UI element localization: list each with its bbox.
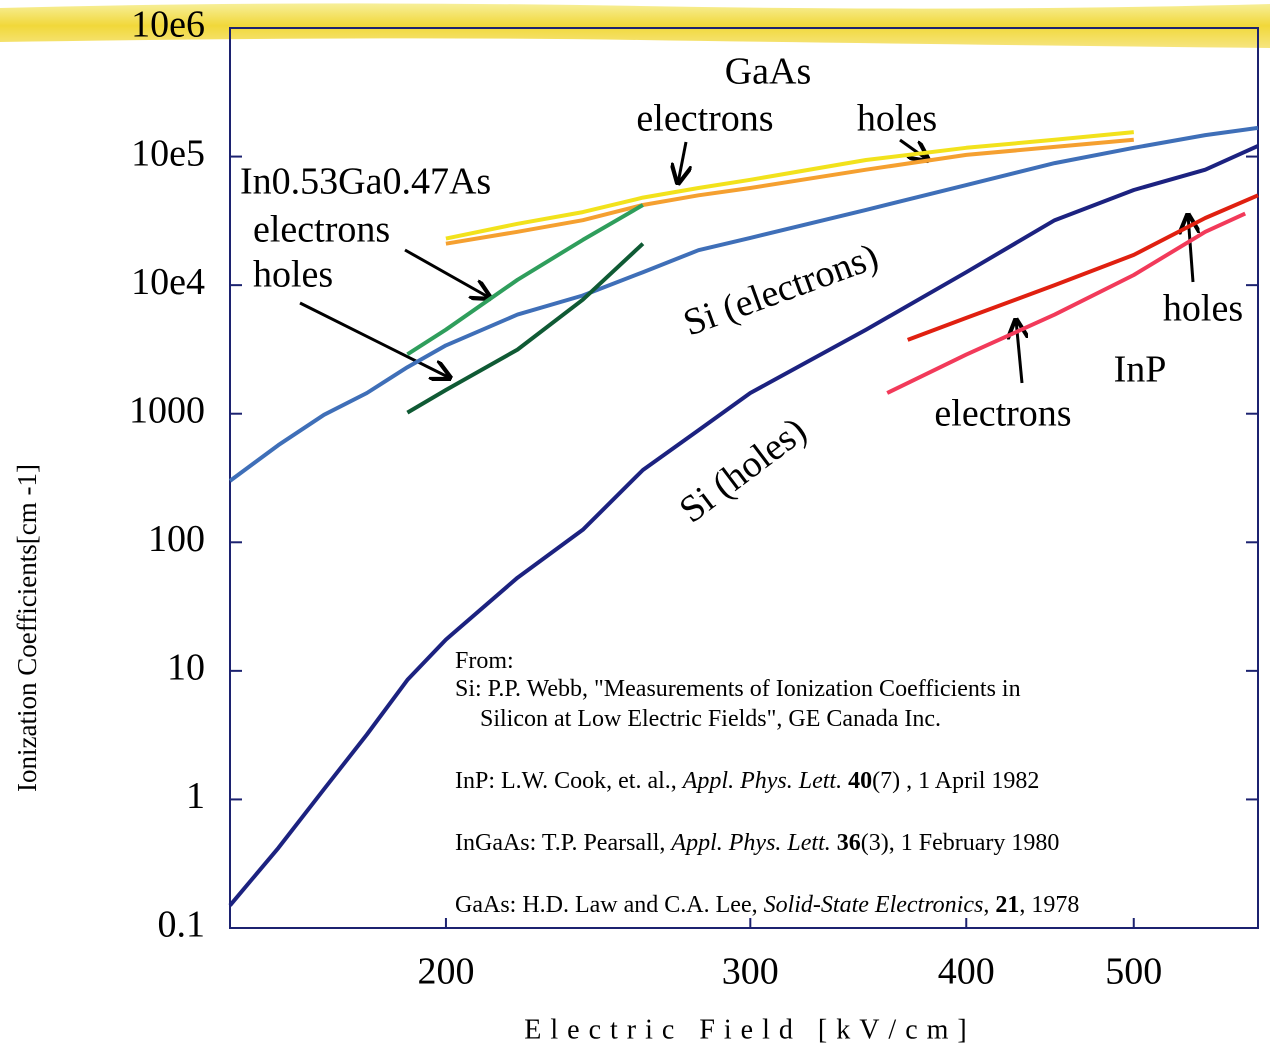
reference-part: , (983, 892, 995, 918)
reference-part: (3), 1 February 1980 (861, 830, 1060, 856)
reference-part: From: (455, 648, 514, 674)
annotation: Si (electrons) (678, 235, 884, 344)
y-tick-label: 10e5 (131, 132, 205, 174)
annotation: electrons (253, 209, 390, 251)
x-tick-label: 300 (722, 951, 779, 993)
y-tick-label: 100 (148, 518, 205, 560)
reference-part: GaAs: H.D. Law and C.A. Lee, (455, 892, 764, 918)
reference-line: Si: P.P. Webb, "Measurements of Ionizati… (455, 676, 1021, 702)
reference-part: 21 (995, 892, 1019, 918)
reference-part: 40 (842, 768, 872, 794)
reference-part: InGaAs: T.P. Pearsall, (455, 830, 671, 856)
annotation: holes (253, 254, 333, 296)
x-tick-label: 200 (417, 951, 474, 993)
annotation: Si (holes) (672, 409, 814, 531)
y-tick-label: 10 (167, 647, 205, 689)
reference-part: InP: L.W. Cook, et. al., (455, 768, 683, 794)
annotation: electrons (934, 393, 1071, 435)
series-line (407, 244, 643, 413)
reference-part: Appl. Phys. Lett. (681, 768, 842, 794)
series-line (407, 205, 643, 354)
reference-line: GaAs: H.D. Law and C.A. Lee, Solid-State… (455, 892, 1079, 918)
y-tick-label: 1 (186, 775, 205, 817)
reference-part: Silicon at Low Electric Fields", GE Cana… (480, 706, 941, 732)
y-tick-label: 10e6 (131, 4, 205, 46)
x-axis-label: Electric Field [kV/cm] (524, 1014, 975, 1045)
annotation: GaAs (725, 51, 812, 93)
y-axis-label: Ionization Coefficients[cm -1] (12, 464, 42, 792)
reference-part: (7) , 1 April 1982 (872, 768, 1039, 794)
annotation: InP (1114, 349, 1167, 391)
reference-part: Si: P.P. Webb, "Measurements of Ionizati… (455, 676, 1021, 702)
annotation: holes (1163, 288, 1243, 330)
x-tick-label: 400 (938, 951, 995, 993)
arrow (405, 250, 490, 298)
page: Ionization Coefficients[cm -1] Electric … (0, 0, 1270, 1054)
y-tick-label: 0.1 (158, 904, 206, 946)
annotation: holes (857, 98, 937, 140)
y-tick-label: 1000 (129, 389, 205, 431)
reference-part: Solid-State Electronics (764, 892, 984, 918)
reference-line: Silicon at Low Electric Fields", GE Cana… (480, 706, 941, 732)
reference-line: InGaAs: T.P. Pearsall, Appl. Phys. Lett.… (455, 830, 1059, 856)
reference-line: From: (455, 648, 514, 674)
chart: Ionization Coefficients[cm -1] Electric … (0, 0, 1270, 1054)
arrow (678, 142, 686, 183)
reference-part: 36 (831, 830, 861, 856)
y-tick-label: 10e4 (131, 261, 205, 303)
reference-part: Appl. Phys. Lett. (669, 830, 830, 856)
reference-line: InP: L.W. Cook, et. al., Appl. Phys. Let… (455, 768, 1039, 794)
reference-part: , 1978 (1019, 892, 1079, 918)
x-tick-label: 500 (1105, 951, 1162, 993)
annotation: In0.53Ga0.47As (240, 161, 491, 203)
annotation: electrons (636, 98, 773, 140)
